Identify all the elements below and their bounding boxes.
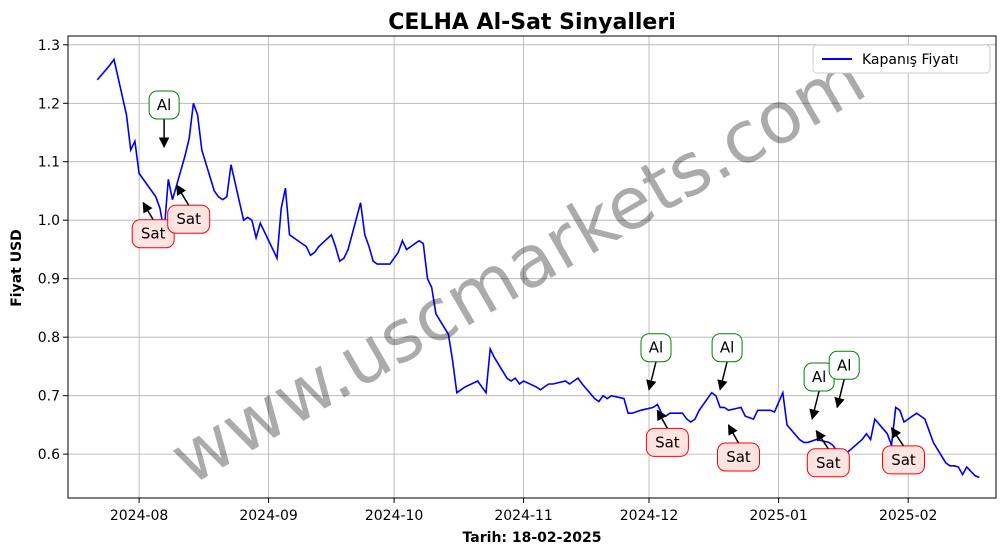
plot-frame	[67, 35, 997, 499]
x-axis-label: Tarih: 18-02-2025	[463, 530, 602, 546]
legend-box	[812, 44, 991, 74]
chart-title: CELHA Al-Sat Sinyalleri	[388, 10, 675, 35]
y-tick-label: 1.2	[38, 96, 60, 112]
x-tick-label: 2024-12	[620, 508, 679, 524]
annotation-label: Sat	[816, 454, 841, 472]
x-tick-label: 2024-10	[365, 508, 424, 524]
annotation-arrow	[890, 427, 905, 447]
annotation-box	[717, 442, 760, 472]
annotation-label: Al	[157, 96, 171, 114]
annotation-label: Sat	[141, 225, 166, 243]
annotation-label: Sat	[176, 210, 201, 228]
annotation-label: Al	[649, 339, 663, 357]
annotation-label: Sat	[726, 448, 751, 466]
buy-signal-annotation: Al	[828, 350, 860, 409]
sell-signal-annotation: Sat	[131, 201, 175, 249]
buy-signal-annotation: Al	[803, 362, 835, 421]
sell-signal-annotation: Sat	[717, 424, 760, 472]
buy-signal-annotation: Al	[640, 333, 672, 391]
grid	[68, 36, 996, 498]
annotation-arrow	[717, 361, 728, 391]
x-tick-label: 2024-09	[239, 508, 298, 524]
annotation-arrow	[727, 424, 740, 444]
y-tick-label: 0.6	[38, 447, 60, 463]
x-tick-label: 2024-08	[110, 508, 169, 524]
sell-signal-annotation: Sat	[167, 184, 211, 234]
annotation-label: Al	[812, 368, 826, 386]
y-tick-label: 1.0	[38, 213, 60, 229]
x-axis-ticks: 2024-08 2024-09 2024-10 2024-11 2024-12 2025-…	[110, 498, 938, 524]
annotation-arrow	[809, 390, 820, 421]
buy-signal-annotation: Al	[711, 333, 743, 391]
annotation-box	[640, 333, 672, 363]
annotation-arrow	[656, 409, 669, 429]
y-tick-label: 1.3	[38, 38, 60, 54]
annotation-arrow	[176, 184, 190, 206]
y-axis-label: Fiyat USD	[9, 229, 25, 307]
annotation-box	[806, 448, 850, 478]
annotation-box	[148, 90, 180, 120]
annotation-box	[645, 427, 689, 457]
x-tick-label: 2025-01	[749, 508, 808, 524]
annotation-box	[167, 204, 211, 234]
x-tick-label: 2024-11	[494, 508, 553, 524]
buy-signal-annotation: Al	[148, 90, 180, 149]
annotation-label: Al	[837, 356, 851, 374]
annotation-arrow	[815, 429, 829, 450]
annotation-box	[131, 219, 175, 249]
annotation-label: Sat	[655, 433, 680, 451]
legend-label: Kapanış Fiyatı	[862, 52, 959, 68]
signal-annotations: Al Sat Sat Al Sat Al Sat Al Sat Al Sat	[131, 90, 925, 478]
y-axis-ticks: 0.6 0.7 0.8 0.9 1.0 1.1 1.2 1.3	[38, 38, 68, 463]
y-tick-label: 0.8	[38, 330, 60, 346]
annotation-arrow	[646, 361, 657, 391]
sell-signal-annotation: Sat	[806, 429, 850, 478]
annotation-arrow	[142, 201, 154, 221]
y-tick-label: 1.1	[38, 155, 60, 171]
annotation-label: Al	[720, 339, 734, 357]
sell-signal-annotation: Sat	[645, 409, 689, 457]
annotation-label: Sat	[891, 451, 916, 469]
annotation-box	[882, 445, 925, 475]
annotation-arrow	[834, 379, 845, 409]
legend: Kapanış Fiyatı	[812, 44, 991, 74]
y-tick-label: 0.9	[38, 272, 60, 288]
watermark: www.uscmarkets.com	[156, 36, 878, 501]
sell-signal-annotation: Sat	[882, 427, 925, 475]
annotation-box	[711, 333, 743, 363]
annotation-box	[828, 350, 860, 380]
x-tick-label: 2025-02	[879, 508, 938, 524]
y-tick-label: 0.7	[38, 389, 60, 405]
